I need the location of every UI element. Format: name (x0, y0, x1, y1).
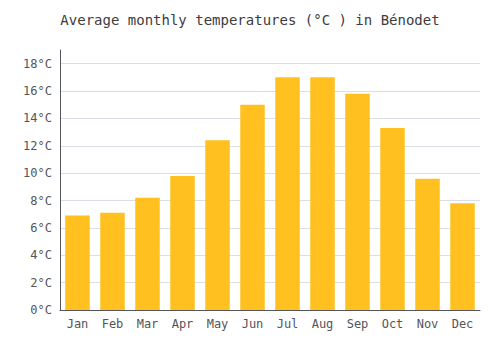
svg-text:Apr: Apr (172, 317, 194, 331)
svg-text:14°C: 14°C (23, 111, 52, 125)
svg-text:0°C: 0°C (30, 303, 52, 317)
svg-text:Jul: Jul (277, 317, 299, 331)
svg-text:Sep: Sep (347, 317, 369, 331)
svg-text:Mar: Mar (137, 317, 159, 331)
svg-text:16°C: 16°C (23, 84, 52, 98)
svg-text:12°C: 12°C (23, 139, 52, 153)
svg-text:Feb: Feb (102, 317, 124, 331)
svg-text:2°C: 2°C (30, 276, 52, 290)
svg-text:10°C: 10°C (23, 166, 52, 180)
svg-text:Dec: Dec (452, 317, 474, 331)
svg-text:May: May (207, 317, 229, 331)
svg-text:Average monthly temperatures (: Average monthly temperatures (°C ) in Bé… (60, 12, 439, 28)
svg-text:Jun: Jun (242, 317, 264, 331)
svg-text:8°C: 8°C (30, 194, 52, 208)
svg-text:Nov: Nov (417, 317, 439, 331)
svg-text:6°C: 6°C (30, 221, 52, 235)
svg-text:Jan: Jan (67, 317, 89, 331)
svg-text:18°C: 18°C (23, 57, 52, 71)
svg-text:Oct: Oct (382, 317, 404, 331)
svg-text:Aug: Aug (312, 317, 334, 331)
svg-text:4°C: 4°C (30, 248, 52, 262)
